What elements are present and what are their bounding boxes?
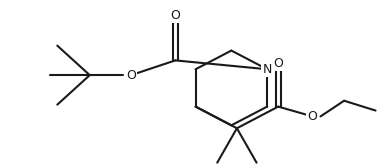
Text: N: N xyxy=(262,63,272,76)
Text: O: O xyxy=(126,69,136,82)
Text: O: O xyxy=(170,9,180,22)
Text: O: O xyxy=(273,57,283,70)
Text: O: O xyxy=(308,110,317,123)
